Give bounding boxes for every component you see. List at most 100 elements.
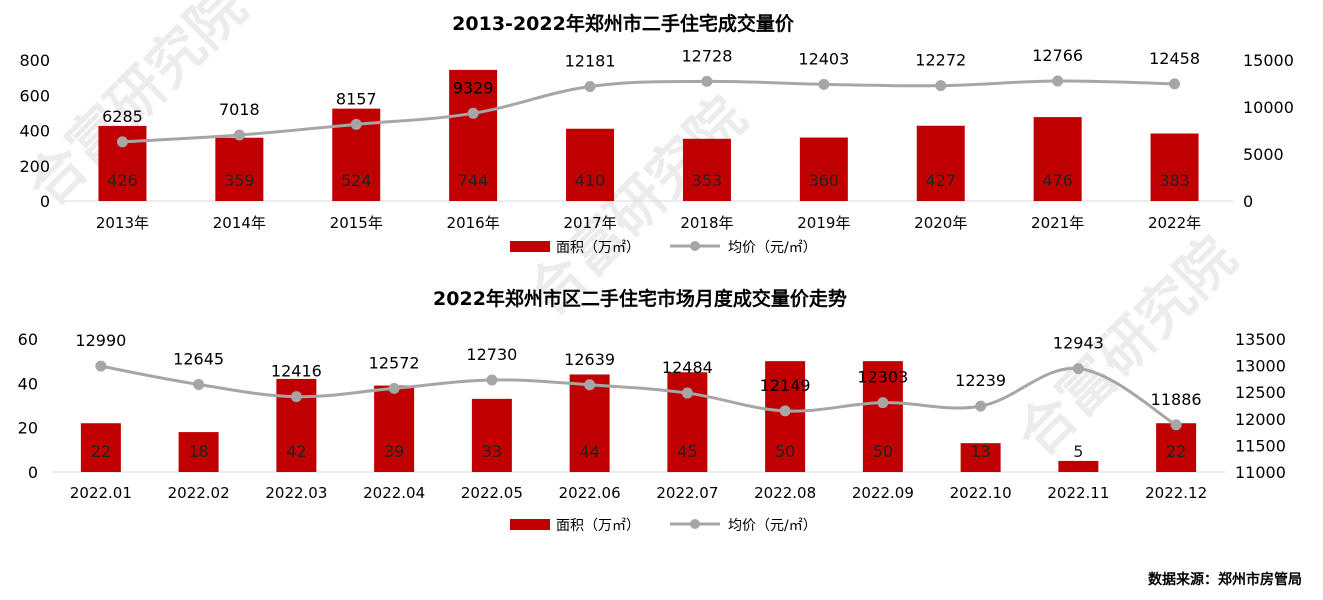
price-value-label: 12943 xyxy=(1053,334,1104,353)
price-point xyxy=(116,136,128,148)
bar-value-label: 18 xyxy=(188,442,208,461)
price-point xyxy=(818,78,830,90)
x-tick-label: 2022.01 xyxy=(70,484,132,502)
price-point xyxy=(95,360,107,372)
bar xyxy=(449,69,498,202)
legend-bar-swatch xyxy=(510,241,550,252)
y-left-tick-label: 0 xyxy=(28,463,38,482)
bar xyxy=(569,374,610,472)
price-point xyxy=(584,379,596,391)
price-point xyxy=(350,118,362,130)
legend-line-label: 均价（元/㎡） xyxy=(728,240,817,256)
x-tick-label: 2022.02 xyxy=(168,484,230,502)
x-tick-label: 2022.09 xyxy=(852,484,914,502)
price-value-label: 12728 xyxy=(681,46,732,65)
bar xyxy=(916,125,965,201)
legend-line-marker xyxy=(690,519,700,529)
price-point xyxy=(388,382,400,394)
bar-value-label: 22 xyxy=(91,442,111,461)
monthly-chart: 2022年郑州市区二手住宅市场月度成交量价走势 0 20 40 60 11000 11500… xyxy=(18,287,1286,534)
y-left-tick-label: 0 xyxy=(40,192,50,211)
legend: 面积（万㎡） 均价（元/㎡） xyxy=(510,240,817,256)
y-right-tick-label: 12000 xyxy=(1235,410,1286,429)
x-tick-label: 2014年 xyxy=(213,214,266,232)
bar xyxy=(682,138,731,201)
x-tick-label: 2022.06 xyxy=(559,484,621,502)
y-right-tick-label: 11500 xyxy=(1235,436,1286,455)
price-value-label: 7018 xyxy=(219,100,260,119)
bar-value-label: 427 xyxy=(925,171,956,190)
legend-bar-label: 面积（万㎡） xyxy=(556,240,640,256)
price-point xyxy=(877,397,889,409)
price-line xyxy=(122,79,1175,144)
bar-value-label: 359 xyxy=(224,171,255,190)
bar xyxy=(960,443,1001,472)
x-tick-label: 2022.07 xyxy=(656,484,718,502)
y-right-tick-label: 13000 xyxy=(1235,357,1286,376)
chart-title: 2013-2022年郑州市二手住宅成交量价 xyxy=(452,12,795,35)
price-point xyxy=(779,405,791,417)
x-tick-label: 2022.11 xyxy=(1047,484,1109,502)
bar-value-label: 524 xyxy=(341,171,372,190)
x-tick-label: 2022年 xyxy=(1148,214,1201,232)
bar-value-label: 45 xyxy=(677,442,697,461)
bar xyxy=(1150,133,1199,201)
bar xyxy=(1058,460,1099,472)
bar-value-label: 42 xyxy=(286,442,306,461)
price-point xyxy=(486,374,498,386)
legend-bar-swatch xyxy=(510,519,550,530)
annual-chart: 2013-2022年郑州市二手住宅成交量价 0 200 400 600 800 0 5000 1… xyxy=(19,12,1293,256)
price-value-label: 8157 xyxy=(336,89,377,108)
bar-value-label: 410 xyxy=(575,171,606,190)
legend-bar-label: 面积（万㎡） xyxy=(556,518,640,534)
price-value-label: 12730 xyxy=(466,345,517,364)
price-value-label: 11886 xyxy=(1151,390,1202,409)
price-value-label: 9329 xyxy=(453,78,494,97)
bar-value-label: 13 xyxy=(970,442,990,461)
x-tick-label: 2020年 xyxy=(914,214,967,232)
legend-line-label: 均价（元/㎡） xyxy=(728,518,817,534)
price-value-label: 12416 xyxy=(271,362,322,381)
y-right-tick-label: 12500 xyxy=(1235,383,1286,402)
bar-value-label: 22 xyxy=(1166,442,1186,461)
legend: 面积（万㎡） 均价（元/㎡） xyxy=(510,518,817,534)
x-tick-label: 2015年 xyxy=(330,214,383,232)
bar xyxy=(765,361,806,472)
x-tick-label: 2022.03 xyxy=(265,484,327,502)
price-value-label: 12766 xyxy=(1032,46,1083,65)
x-tick-label: 2019年 xyxy=(797,214,850,232)
price-point xyxy=(290,391,302,403)
bar-value-label: 426 xyxy=(107,171,138,190)
watermark-text: 合富研究院 xyxy=(1005,225,1249,469)
y-right-tick-label: 0 xyxy=(1243,192,1253,211)
price-value-label: 12149 xyxy=(760,376,811,395)
x-tick-label: 2022.05 xyxy=(461,484,523,502)
price-value-label: 12239 xyxy=(955,371,1006,390)
price-value-label: 12303 xyxy=(857,368,908,387)
price-point xyxy=(1170,419,1182,431)
y-left-tick-label: 20 xyxy=(18,419,38,438)
price-value-label: 12572 xyxy=(369,353,420,372)
price-point xyxy=(467,107,479,119)
x-tick-label: 2013年 xyxy=(96,214,149,232)
price-point xyxy=(233,129,245,141)
x-tick-label: 2022.12 xyxy=(1145,484,1207,502)
price-value-label: 12645 xyxy=(173,349,224,368)
bar-value-label: 44 xyxy=(579,442,599,461)
bar-value-label: 5 xyxy=(1073,442,1083,461)
price-point xyxy=(935,80,947,92)
y-left-tick-label: 600 xyxy=(19,86,50,105)
price-point xyxy=(193,378,205,390)
x-tick-label: 2017年 xyxy=(563,214,616,232)
bar-value-label: 383 xyxy=(1159,171,1190,190)
y-left-tick-label: 200 xyxy=(19,157,50,176)
y-left-tick-label: 40 xyxy=(18,374,38,393)
y-left-tick-label: 60 xyxy=(18,330,38,349)
x-tick-label: 2021年 xyxy=(1031,214,1084,232)
price-point xyxy=(975,400,987,412)
bar-value-label: 360 xyxy=(809,171,840,190)
price-value-label: 6285 xyxy=(102,107,143,126)
price-point xyxy=(681,387,693,399)
